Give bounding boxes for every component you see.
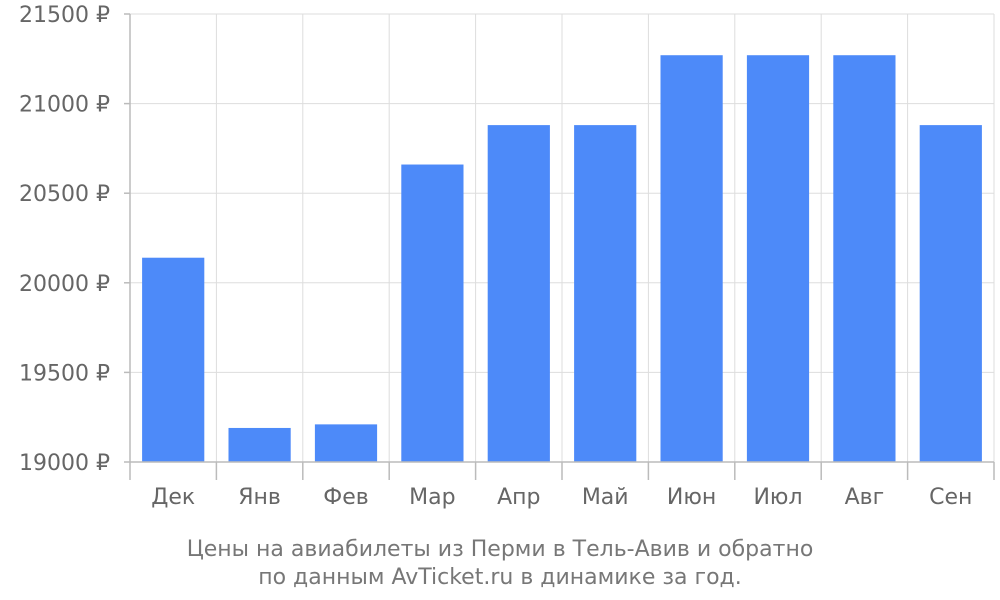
axes (124, 13, 995, 480)
grid (130, 13, 995, 463)
y-tick-label: 19500 ₽ (19, 361, 110, 386)
bar (746, 55, 810, 462)
bar (833, 55, 896, 462)
bar (314, 424, 378, 462)
y-tick-label: 21500 ₽ (19, 3, 110, 28)
x-tick-label: Янв (238, 485, 281, 510)
bar (228, 427, 291, 462)
bar (142, 257, 205, 462)
y-tick-label: 21000 ₽ (19, 93, 110, 118)
bar (919, 125, 982, 462)
chart-caption-line-1: Цены на авиабилеты из Перми в Тель-Авив … (187, 537, 814, 562)
y-tick-label: 20000 ₽ (19, 272, 110, 297)
x-tick-label: Мар (409, 485, 455, 510)
x-tick-label: Июл (753, 485, 802, 510)
x-tick-label: Сен (929, 485, 972, 510)
x-tick-label: Июн (667, 485, 716, 510)
y-tick-label: 20500 ₽ (19, 182, 110, 207)
y-tick-label: 19000 ₽ (19, 451, 110, 476)
x-tick-label: Апр (497, 485, 540, 510)
bar (660, 55, 723, 462)
bars (142, 55, 982, 462)
x-tick-labels: Дек Янв Фев Мар Апр Май Июн Июл Авг Сен (151, 485, 972, 510)
bar (487, 125, 550, 462)
x-tick-label: Май (582, 485, 629, 510)
chart-caption-line-2: по данным AvTicket.ru в динамике за год. (258, 565, 742, 590)
bar (401, 164, 464, 462)
x-tick-label: Фев (323, 485, 368, 510)
x-tick-label: Дек (151, 485, 195, 510)
x-tick-label: Авг (845, 485, 885, 510)
bar (574, 125, 637, 462)
y-tick-labels: 19000 ₽ 19500 ₽ 20000 ₽ 20500 ₽ 21000 ₽ 21500… (19, 3, 110, 476)
